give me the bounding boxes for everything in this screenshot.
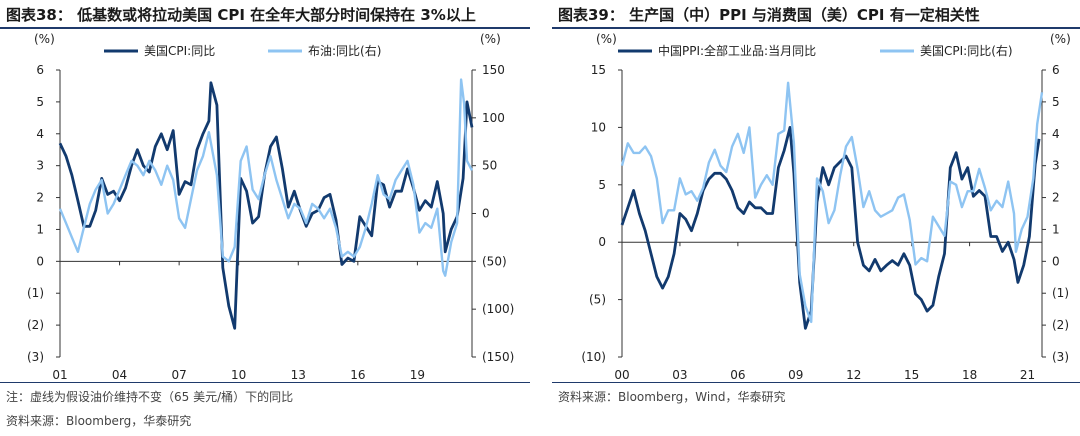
right-y-tick-label: 2 — [1052, 191, 1060, 205]
right-y-tick-label: (3) — [1052, 350, 1069, 364]
legend-label: 布油:同比(右) — [308, 43, 381, 58]
left-chart-title: 图表38： 低基数或将拉动美国 CPI 在全年大部分时间保持在 3%以上 — [6, 6, 476, 24]
right-y-tick-label: 5 — [1052, 95, 1060, 109]
right-title-rule — [552, 27, 1080, 29]
right-y-tick-label: 3 — [1052, 159, 1060, 173]
x-tick-label: 16 — [350, 368, 365, 382]
x-tick-label: 01 — [52, 368, 67, 382]
right-y-tick-label: 50 — [482, 159, 497, 173]
right-bottom-rule — [552, 382, 1080, 383]
legend-label: 美国CPI:同比(右) — [920, 43, 1013, 58]
x-tick-label: 12 — [846, 368, 861, 382]
series-line-primary — [620, 126, 1041, 330]
left-y-tick-label: 15 — [591, 63, 606, 77]
left-y-tick-label: 5 — [36, 95, 44, 109]
left-y-tick-label: (2) — [27, 318, 44, 332]
left-y-tick-label: 4 — [36, 127, 44, 141]
left-chart-panel: 图表38： 低基数或将拉动美国 CPI 在全年大部分时间保持在 3%以上 6 5 4… — [0, 0, 530, 436]
left-unit-label: (%) — [596, 32, 617, 46]
right-y-tick-label: 0 — [482, 207, 490, 221]
left-y-tick-label: 2 — [36, 191, 44, 205]
left-y-tick-label: 3 — [36, 159, 44, 173]
x-tick-label: 19 — [410, 368, 425, 382]
x-tick-label: 18 — [962, 368, 977, 382]
right-y-tick-label: 1 — [1052, 222, 1060, 236]
left-y-tick-label: 1 — [36, 222, 44, 236]
left-y-tick-label: 10 — [591, 120, 606, 134]
right-y-tick-label: (50) — [482, 254, 507, 268]
left-title-rule — [0, 27, 530, 29]
right-unit-label: (%) — [480, 32, 501, 46]
right-chart-panel: 图表39： 生产国（中）PPI 与消费国（美）CPI 有一定相关性 15 10 5 0… — [552, 0, 1080, 436]
right-y-tick-label: (100) — [482, 302, 514, 316]
x-tick-label: 15 — [904, 368, 919, 382]
left-chart-svg: 6543210(1)(2)(3)150100500(50)(100)(150)(… — [27, 32, 514, 382]
left-bottom-rule — [0, 382, 530, 383]
x-tick-label: 06 — [730, 368, 745, 382]
left-y-tick-label: 5 — [598, 178, 606, 192]
right-y-tick-label: 4 — [1052, 127, 1060, 141]
right-chart-title: 图表39： 生产国（中）PPI 与消费国（美）CPI 有一定相关性 — [558, 6, 980, 24]
x-tick-label: 13 — [291, 368, 306, 382]
right-unit-label: (%) — [1050, 32, 1071, 46]
x-tick-label: 03 — [672, 368, 687, 382]
right-y-tick-label: 0 — [1052, 254, 1060, 268]
left-unit-label: (%) — [34, 32, 55, 46]
right-y-tick-label: 6 — [1052, 63, 1060, 77]
right-y-tick-label: (2) — [1052, 318, 1069, 332]
left-chart-note: 注：虚线为假设油价维持不变（65 美元/桶）下的同比 — [6, 390, 294, 404]
left-y-tick-label: 6 — [36, 63, 44, 77]
left-y-tick-label: 0 — [598, 235, 606, 249]
series-line-secondary — [620, 81, 1044, 324]
series-line-primary — [58, 81, 474, 330]
left-y-tick-label: 0 — [36, 254, 44, 268]
legend-label: 中国PPI:全部工业品:当月同比 — [658, 43, 816, 58]
left-chart-source: 资料来源：Bloomberg，华泰研究 — [6, 414, 192, 428]
right-y-tick-label: (1) — [1052, 286, 1069, 300]
x-tick-label: 00 — [614, 368, 629, 382]
x-tick-label: 07 — [171, 368, 186, 382]
left-y-tick-label: (5) — [589, 293, 606, 307]
left-y-tick-label: (3) — [27, 350, 44, 364]
x-tick-label: 21 — [1020, 368, 1035, 382]
legend-label: 美国CPI:同比 — [144, 44, 215, 58]
x-tick-label: 09 — [788, 368, 803, 382]
left-y-tick-label: (10) — [581, 350, 606, 364]
right-y-tick-label: (150) — [482, 350, 514, 364]
right-y-tick-label: 150 — [482, 63, 505, 77]
left-y-tick-label: (1) — [27, 286, 44, 300]
x-tick-label: 10 — [231, 368, 246, 382]
series-line-secondary — [58, 78, 474, 277]
right-y-tick-label: 100 — [482, 111, 505, 125]
right-chart-source: 资料来源：Bloomberg，Wind，华泰研究 — [558, 390, 786, 404]
x-tick-label: 04 — [112, 368, 127, 382]
